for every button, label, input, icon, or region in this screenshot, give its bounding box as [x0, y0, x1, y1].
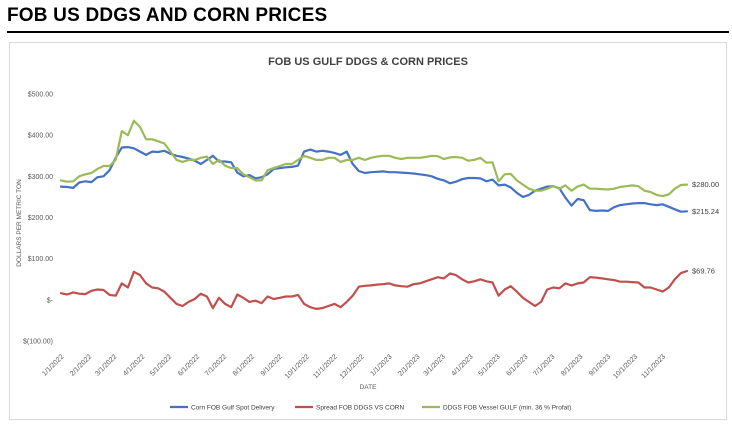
y-tick-label: $300.00	[28, 174, 53, 181]
y-axis: $500.00 $400.00 $300.00 $200.00 $100.00 $- $(1…	[23, 92, 54, 346]
ddgs-series-line	[59, 119, 689, 198]
legend: Corn FOB Gulf Spot Delivery Spread FOB DD…	[170, 404, 571, 411]
x-tick-label: 4/1/2023	[450, 353, 474, 377]
spread-series-line	[59, 269, 689, 310]
x-tick-label: 8/1/2022	[232, 353, 256, 377]
x-tick-label: 5/1/2022	[149, 353, 173, 377]
page-title: FOB US DDGS AND CORN PRICES	[7, 5, 328, 26]
x-axis: 1/1/2022 2/1/2022 3/1/2022 4/1/2022 5/1/2022…	[41, 353, 667, 380]
chart-title: FOB US GULF DDGS & CORN PRICES	[268, 56, 468, 68]
price-chart: FOB US GULF DDGS & CORN PRICES DOLLARS P…	[16, 56, 719, 411]
x-tick-label: 2/1/2023	[397, 353, 421, 377]
x-tick-label: 10/1/2023	[612, 353, 639, 380]
y-tick-label: $500.00	[28, 92, 53, 99]
x-tick-label: 7/1/2022	[204, 353, 228, 377]
x-tick-label: 12/1/2022	[339, 353, 366, 380]
x-tick-label: 1/1/2023	[369, 353, 393, 377]
chart-container: FOB US GULF DDGS & CORN PRICES DOLLARS P…	[9, 42, 727, 420]
x-tick-label: 9/1/2023	[588, 353, 612, 377]
x-tick-label: 1/1/2022	[41, 353, 65, 377]
x-tick-label: 10/1/2022	[284, 353, 311, 380]
legend-label: DDGS FOB Vessel GULF (min. 36 % Profat)	[443, 404, 571, 411]
x-tick-label: 4/1/2022	[122, 353, 146, 377]
y-tick-label: $200.00	[28, 215, 53, 222]
x-tick-label: 3/1/2022	[94, 353, 118, 377]
end-value-label: $215.24	[692, 207, 719, 216]
end-labels: $215.24 $69.76 $280.00	[692, 180, 719, 275]
y-tick-label: $-	[47, 297, 54, 304]
legend-label: Corn FOB Gulf Spot Delivery	[191, 404, 275, 411]
x-tick-label: 7/1/2023	[532, 353, 556, 377]
x-tick-label: 8/1/2023	[560, 353, 584, 377]
y-tick-label: $100.00	[28, 256, 53, 263]
legend-label: Spread FOB DDGS VS CORN	[316, 404, 404, 411]
x-tick-label: 11/1/2022	[312, 353, 339, 380]
title-divider	[7, 31, 729, 33]
x-tick-label: 6/1/2023	[505, 353, 529, 377]
end-value-label: $280.00	[692, 180, 719, 189]
x-tick-label: 3/1/2023	[423, 353, 447, 377]
y-axis-label: DOLLARS PER METRIC TON	[16, 179, 23, 267]
y-tick-label: $400.00	[28, 133, 53, 140]
series-lines	[59, 119, 689, 310]
x-tick-label: 11/1/2023	[641, 353, 668, 380]
end-value-label: $69.76	[692, 267, 715, 276]
x-tick-label: 9/1/2022	[260, 353, 284, 377]
x-axis-label: DATE	[360, 384, 378, 391]
x-tick-label: 2/1/2022	[69, 353, 93, 377]
x-tick-label: 6/1/2022	[177, 353, 201, 377]
x-tick-label: 5/1/2023	[477, 353, 501, 377]
corn-series-line	[59, 145, 689, 213]
y-tick-label: $(100.00)	[23, 339, 53, 346]
